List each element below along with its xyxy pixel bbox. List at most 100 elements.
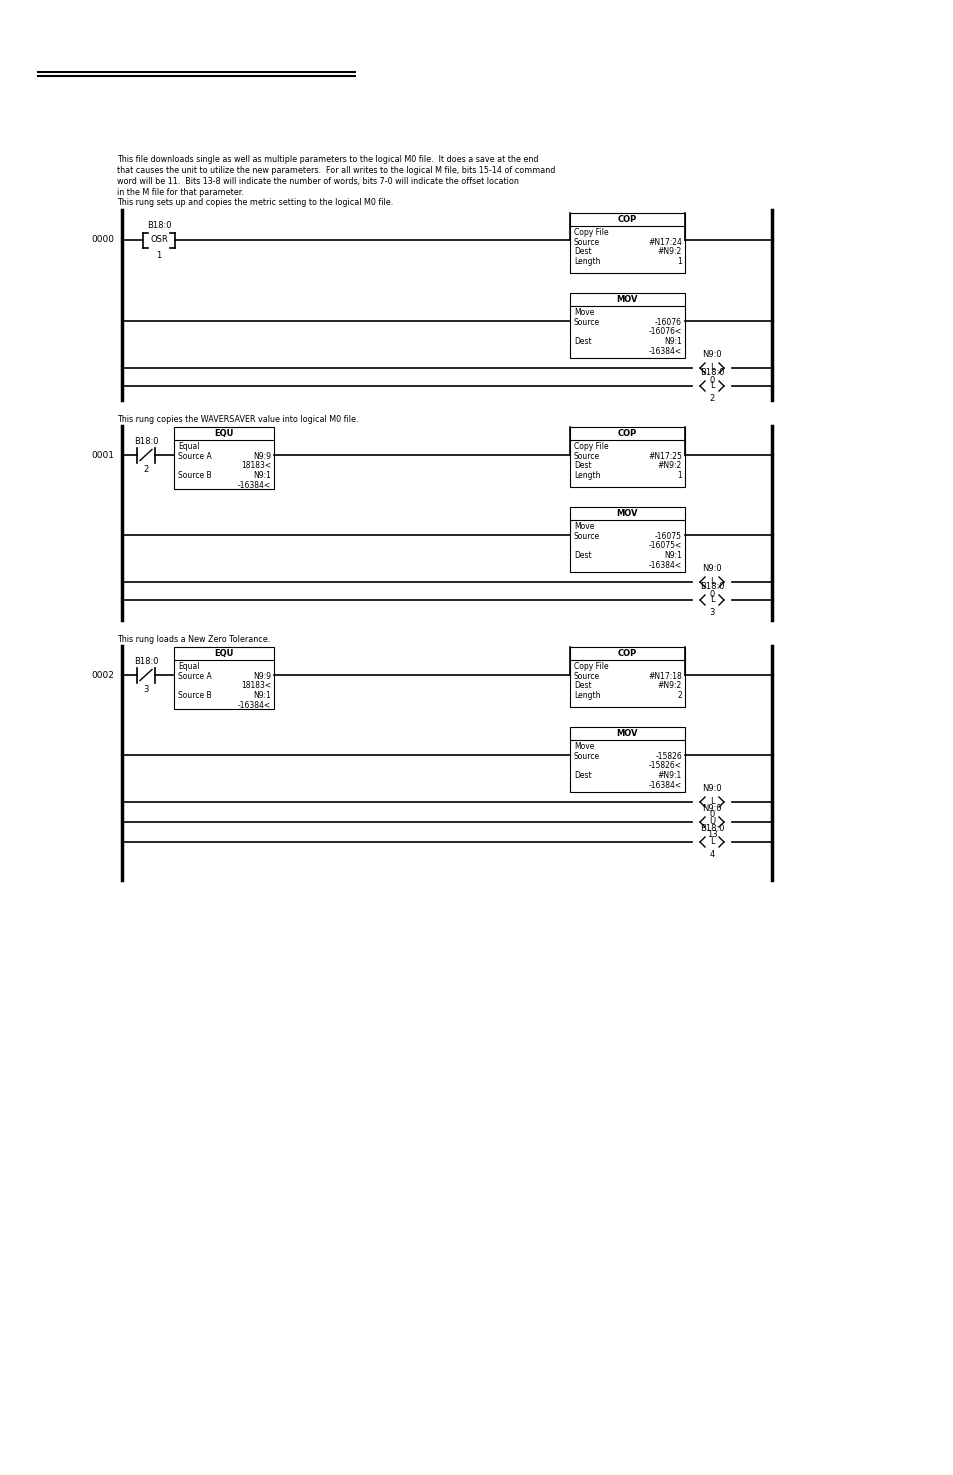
Text: Copy File: Copy File	[574, 229, 608, 237]
Text: #N9:2: #N9:2	[657, 462, 681, 471]
Text: This rung sets up and copies the metric setting to the logical M0 file.: This rung sets up and copies the metric …	[117, 198, 393, 206]
Bar	[569, 648, 684, 707]
Text: 0: 0	[709, 590, 714, 599]
Text: This file downloads single as well as multiple parameters to the logical M0 file: This file downloads single as well as mu…	[117, 155, 537, 164]
Text: COP: COP	[618, 429, 637, 438]
Text: N9:0: N9:0	[701, 350, 721, 358]
Text: Dest: Dest	[574, 681, 591, 690]
Text: 0001: 0001	[91, 450, 113, 460]
Text: #N17:18: #N17:18	[648, 673, 681, 681]
Text: #N17:24: #N17:24	[647, 237, 681, 246]
Text: B18:0: B18:0	[133, 437, 158, 445]
Text: -16076<: -16076<	[648, 327, 681, 336]
Text: L: L	[709, 578, 714, 587]
Text: 0002: 0002	[91, 671, 113, 680]
Bar	[569, 212, 684, 273]
Text: #N9:1: #N9:1	[657, 771, 681, 780]
Text: N9:1: N9:1	[253, 690, 271, 701]
Text: Source A: Source A	[178, 673, 212, 681]
Text: MOV: MOV	[616, 295, 638, 304]
Text: Source: Source	[574, 237, 599, 246]
Text: B18:0: B18:0	[699, 367, 723, 378]
Text: Source: Source	[574, 532, 599, 541]
Text: This rung copies the WAVERSAVER value into logical M0 file.: This rung copies the WAVERSAVER value in…	[117, 414, 358, 423]
Text: B18:0: B18:0	[147, 221, 172, 230]
Text: N9:1: N9:1	[663, 336, 681, 347]
Text: Length: Length	[574, 690, 599, 701]
Text: 4: 4	[709, 850, 714, 858]
Bar	[569, 507, 684, 572]
Text: Copy File: Copy File	[574, 662, 608, 671]
Text: Source B: Source B	[178, 471, 212, 479]
Text: COP: COP	[618, 649, 637, 658]
Text: 0: 0	[709, 810, 714, 819]
Text: N9:0: N9:0	[701, 785, 721, 794]
Text: #N9:2: #N9:2	[657, 248, 681, 257]
Text: N9:9: N9:9	[253, 451, 271, 462]
Text: Source: Source	[574, 752, 599, 761]
Text: 18183<: 18183<	[240, 681, 271, 690]
Text: Length: Length	[574, 471, 599, 479]
Text: B18:0: B18:0	[699, 825, 723, 833]
Text: 2: 2	[143, 466, 149, 475]
Text: B18:0: B18:0	[133, 656, 158, 665]
Text: B18:0: B18:0	[699, 583, 723, 591]
Text: U: U	[708, 817, 715, 826]
Text: Dest: Dest	[574, 336, 591, 347]
Bar	[569, 426, 684, 487]
Bar	[569, 727, 684, 792]
Text: -16384<: -16384<	[648, 560, 681, 569]
Text: -16384<: -16384<	[648, 780, 681, 789]
Text: -16075: -16075	[655, 532, 681, 541]
Text: that causes the unit to utilize the new parameters.  For all writes to the logic: that causes the unit to utilize the new …	[117, 167, 555, 176]
Text: 1: 1	[677, 471, 681, 479]
Bar	[569, 294, 684, 358]
Text: COP: COP	[618, 215, 637, 224]
Text: 2: 2	[709, 394, 714, 403]
Text: Move: Move	[574, 522, 594, 531]
Bar	[173, 648, 274, 709]
Text: -15826<: -15826<	[648, 761, 681, 770]
Text: N9:0: N9:0	[701, 563, 721, 572]
Text: N9:1: N9:1	[663, 552, 681, 560]
Text: -16076: -16076	[655, 319, 681, 327]
Text: Equal: Equal	[178, 442, 199, 451]
Text: #N17:25: #N17:25	[647, 451, 681, 462]
Text: 0000: 0000	[91, 236, 113, 245]
Text: -16384<: -16384<	[237, 701, 271, 709]
Bar	[173, 426, 274, 490]
Text: L: L	[709, 596, 714, 605]
Text: word will be 11.  Bits 13-8 will indicate the number of words, bits 7-0 will ind: word will be 11. Bits 13-8 will indicate…	[117, 177, 518, 186]
Text: Source A: Source A	[178, 451, 212, 462]
Text: -15826: -15826	[655, 752, 681, 761]
Text: L: L	[709, 382, 714, 391]
Text: N9:0: N9:0	[701, 804, 721, 813]
Text: -16384<: -16384<	[648, 347, 681, 355]
Text: -16384<: -16384<	[237, 481, 271, 490]
Text: 2: 2	[677, 690, 681, 701]
Text: L: L	[709, 798, 714, 807]
Text: Dest: Dest	[574, 552, 591, 560]
Text: Source: Source	[574, 319, 599, 327]
Text: Copy File: Copy File	[574, 442, 608, 451]
Text: Move: Move	[574, 308, 594, 317]
Text: Dest: Dest	[574, 462, 591, 471]
Text: 1: 1	[677, 257, 681, 266]
Text: Source B: Source B	[178, 690, 212, 701]
Text: L: L	[709, 838, 714, 847]
Text: MOV: MOV	[616, 509, 638, 518]
Text: 18183<: 18183<	[240, 462, 271, 471]
Text: in the M file for that parameter.: in the M file for that parameter.	[117, 187, 244, 198]
Text: 3: 3	[709, 608, 714, 617]
Text: OSR: OSR	[150, 236, 168, 245]
Text: 1: 1	[156, 251, 161, 260]
Text: Source: Source	[574, 673, 599, 681]
Text: EQU: EQU	[214, 429, 233, 438]
Text: #N9:2: #N9:2	[657, 681, 681, 690]
Text: Dest: Dest	[574, 771, 591, 780]
Text: Source: Source	[574, 451, 599, 462]
Text: Length: Length	[574, 257, 599, 266]
Text: Equal: Equal	[178, 662, 199, 671]
Text: MOV: MOV	[616, 729, 638, 738]
Text: N9:1: N9:1	[253, 471, 271, 479]
